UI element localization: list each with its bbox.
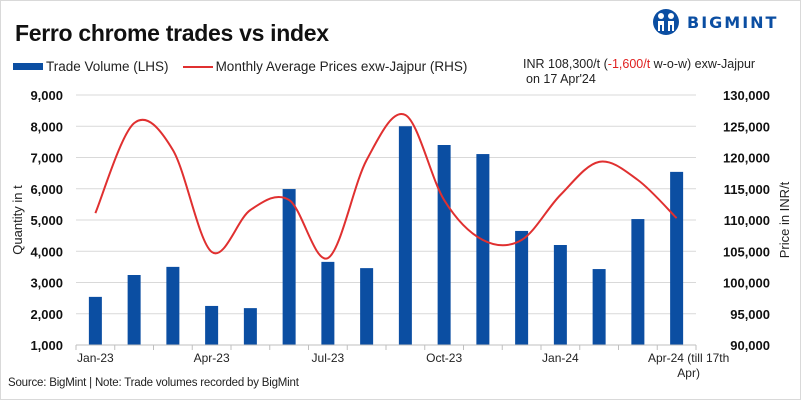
y-tick-label-right: 95,000	[730, 307, 770, 322]
bigmint-people-logo-icon	[653, 9, 679, 35]
note-change-suffix: w-o-w)	[653, 57, 692, 71]
y-tick-label-left: 3,000	[30, 276, 63, 291]
y-tick-label-left: 7,000	[30, 151, 63, 166]
chart-legend: Trade Volume (LHS) Monthly Average Price…	[13, 59, 467, 74]
y-tick-label-left: 1,000	[30, 338, 63, 353]
volume-bar	[321, 261, 335, 345]
x-tick-label: Apr-24 (till 17th	[648, 351, 729, 365]
chart-title: Ferro chrome trades vs index	[15, 20, 329, 46]
note-location: exw-Jajpur	[694, 57, 756, 71]
y-tick-label-left: 6,000	[30, 182, 63, 197]
note-change-open: (	[603, 57, 608, 71]
source-note: Source: BigMint | Note: Trade volumes re…	[8, 377, 299, 389]
price-annotation: INR 108,300/t (-1,600/t w-o-w) exw-Jajpu…	[523, 57, 755, 87]
x-tick-label: Jul-23	[312, 351, 345, 365]
y-tick-label-right: 90,000	[730, 338, 770, 353]
volume-bar	[592, 269, 606, 345]
x-tick-label: Jan-23	[77, 351, 114, 365]
y-tick-label-right: 115,000	[724, 182, 770, 197]
legend-label-price: Monthly Average Prices exw-Jajpur (RHS)	[215, 59, 468, 74]
x-tick-label-cont: Apr)	[677, 366, 700, 380]
note-price: INR 108,300/t	[523, 57, 601, 71]
x-tick-label: Jan-24	[542, 351, 579, 365]
note-change-value: -1,600/t	[607, 57, 651, 71]
y-tick-label-left: 8,000	[30, 119, 63, 134]
y-tick-label-right: 105,000	[723, 244, 770, 259]
volume-bar	[670, 171, 684, 345]
y-tick-label-left: 9,000	[30, 88, 63, 103]
volume-bar	[127, 275, 141, 345]
y-tick-label-right: 100,000	[723, 276, 770, 291]
y-tick-label-right: 125,000	[723, 119, 770, 134]
volume-bar	[553, 245, 567, 345]
x-tick-label: Oct-23	[426, 351, 462, 365]
volume-bar	[88, 296, 102, 345]
price-line	[94, 113, 678, 260]
volume-bar	[437, 145, 451, 345]
brand-name: BIGMINT	[687, 12, 779, 32]
legend-swatch-volume	[13, 63, 43, 70]
y-tick-label-right: 110,000	[724, 213, 770, 228]
legend-swatch-price	[182, 65, 213, 68]
volume-bar	[360, 268, 374, 345]
x-tick-label: Apr-23	[194, 351, 230, 365]
y-axis-title-left: Quantity in t	[10, 185, 25, 255]
y-tick-label-right: 130,000	[723, 88, 770, 103]
note-date: on 17 Apr'24	[526, 72, 596, 86]
volume-bar	[166, 266, 180, 345]
volume-bar	[282, 189, 296, 345]
y-tick-label-left: 4,000	[30, 244, 63, 259]
legend-label-volume: Trade Volume (LHS)	[46, 59, 169, 74]
volume-bar	[398, 126, 412, 345]
volume-bar	[205, 305, 219, 345]
y-tick-label-left: 5,000	[30, 213, 63, 228]
volume-bar	[515, 230, 529, 345]
volume-bar	[476, 154, 490, 345]
volume-bar	[243, 308, 257, 345]
y-tick-label-right: 120,000	[723, 151, 770, 166]
y-axis-title-right: Price in INR/t	[777, 181, 792, 258]
volume-bar	[631, 219, 645, 345]
brand-logo: BIGMINT	[651, 7, 778, 37]
y-tick-label-left: 2,000	[30, 307, 63, 322]
